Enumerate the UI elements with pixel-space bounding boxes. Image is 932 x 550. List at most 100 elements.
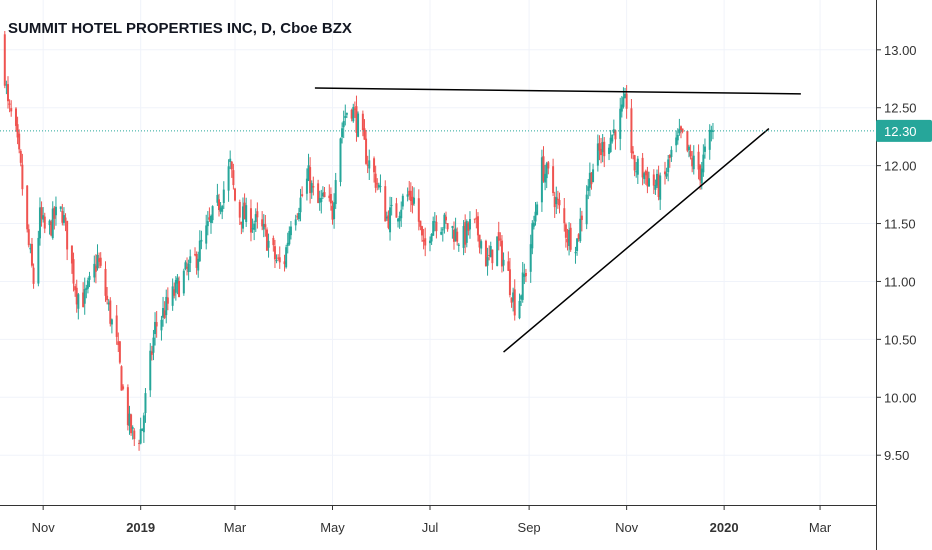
candle-body — [51, 208, 54, 239]
candle-body — [221, 205, 224, 212]
candle-body — [692, 155, 695, 170]
candle-body — [99, 257, 102, 266]
x-tick-label: 2020 — [710, 520, 739, 535]
candle-body — [320, 198, 323, 203]
candle-body — [277, 257, 280, 259]
candle-body — [411, 196, 414, 206]
grid-lines — [0, 0, 876, 505]
candle-body — [568, 229, 571, 247]
candle-body — [675, 137, 678, 146]
candle-body — [42, 215, 45, 220]
candle-body — [389, 207, 392, 233]
time-axis[interactable]: Nov 2019 Mar May Jul Sep Nov 2020 Mar — [32, 505, 832, 535]
candle-body — [502, 259, 505, 266]
candle-body — [331, 205, 334, 220]
candle-body — [569, 227, 572, 250]
candle-body — [518, 300, 521, 319]
candle-body — [500, 240, 503, 267]
candle-body — [94, 265, 97, 272]
candle-body — [138, 442, 141, 444]
candle-body — [109, 300, 112, 324]
candle-body — [357, 113, 360, 137]
candle-body — [21, 164, 24, 190]
candle-body — [345, 113, 348, 115]
candle-body — [205, 225, 208, 244]
candle-body — [254, 214, 257, 222]
candle-body — [189, 256, 192, 264]
candle-body — [278, 257, 281, 263]
price-axis[interactable]: 13.00 12.50 12.00 11.50 11.00 10.50 10.00 9.50 — [876, 43, 917, 463]
candle-body — [27, 229, 30, 246]
candle-body — [395, 203, 398, 218]
candle-body — [641, 157, 644, 178]
candle-body — [70, 245, 73, 264]
candle-body — [341, 128, 344, 138]
candle-body — [430, 234, 433, 242]
candle-body — [323, 192, 326, 198]
candle-body — [659, 175, 662, 200]
candle-body — [365, 138, 368, 164]
candle-body — [532, 222, 535, 227]
candle-body — [540, 157, 543, 203]
candle-body — [321, 192, 324, 197]
candle-body — [614, 130, 617, 140]
candle-body — [643, 173, 646, 180]
candle-body — [636, 158, 639, 175]
candle-body — [43, 216, 46, 229]
candle-body — [104, 268, 107, 296]
candle-body — [130, 414, 133, 434]
candle-body — [299, 197, 302, 213]
candle-body — [424, 238, 427, 246]
candle-body — [406, 194, 409, 197]
candle-body — [288, 230, 291, 245]
candle-body — [334, 180, 337, 205]
candle-body — [499, 238, 502, 240]
candle-body — [218, 199, 220, 210]
candle-body — [144, 393, 147, 413]
candle-body — [297, 212, 300, 220]
candle-body — [110, 319, 113, 325]
candle-body — [353, 108, 356, 110]
candle-body — [165, 296, 168, 316]
candle-body — [564, 224, 567, 238]
y-tick-label: 11.00 — [884, 274, 916, 289]
candle-body — [468, 219, 471, 230]
candle-body — [296, 216, 299, 218]
candle-body — [630, 108, 633, 153]
x-tick-label: May — [320, 520, 345, 535]
candle-body — [556, 198, 559, 201]
candle-body — [88, 275, 91, 280]
candle-body — [195, 254, 198, 268]
candle-body — [232, 170, 235, 186]
candle-body — [446, 223, 449, 230]
candle-body — [520, 295, 523, 300]
x-tick-label: Mar — [809, 520, 832, 535]
candle-body — [216, 194, 219, 203]
candle-body — [422, 239, 425, 242]
candle-body — [294, 219, 297, 226]
candle-body — [413, 197, 416, 204]
candle-body — [476, 216, 479, 236]
candle-body — [265, 229, 268, 251]
last-price-tag-label: 12.30 — [884, 124, 917, 139]
candle-body — [96, 254, 99, 269]
candle-body — [632, 151, 635, 154]
candle-body — [400, 209, 403, 219]
candle-body — [697, 151, 700, 170]
candle-body — [646, 171, 649, 187]
candle-body — [283, 261, 286, 265]
candle-body — [53, 207, 56, 219]
candle-body — [194, 254, 197, 256]
candle-body — [261, 219, 264, 227]
candle-body — [531, 223, 534, 249]
x-tick-label: Sep — [518, 520, 541, 535]
x-tick-label: 2019 — [126, 520, 155, 535]
candle-body — [186, 266, 189, 269]
candle-body — [678, 129, 681, 134]
candle-body — [64, 217, 67, 221]
candlestick-series — [3, 30, 714, 451]
candle-body — [376, 183, 379, 185]
candle-body — [154, 321, 157, 335]
candle-body — [66, 220, 69, 250]
